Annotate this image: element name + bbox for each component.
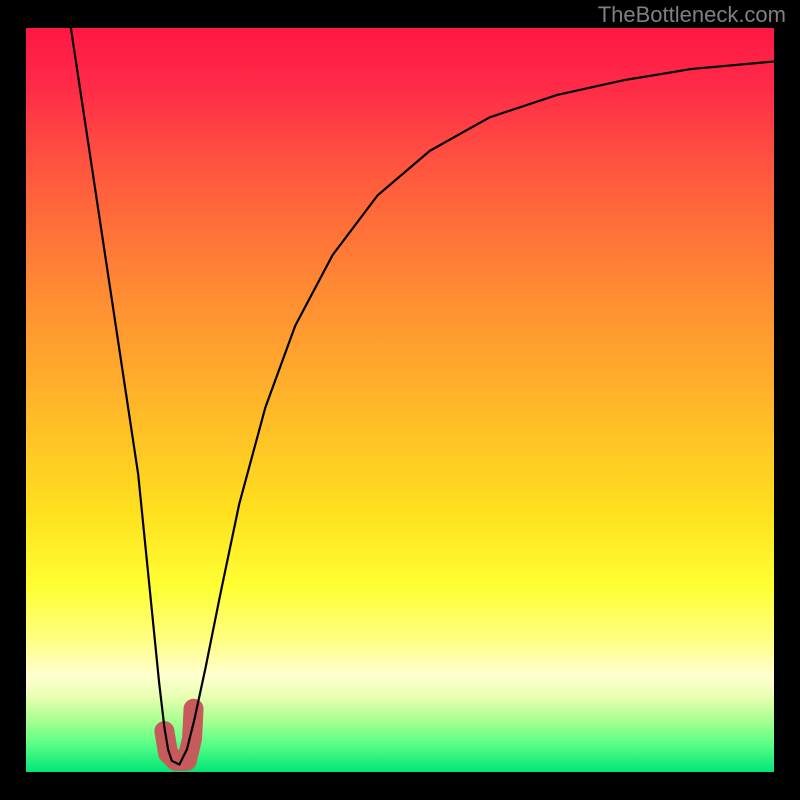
curve-layer <box>26 28 774 772</box>
attribution-label: TheBottleneck.com <box>598 2 786 28</box>
bottleneck-curve <box>71 28 774 765</box>
bottleneck-chart <box>26 28 774 772</box>
